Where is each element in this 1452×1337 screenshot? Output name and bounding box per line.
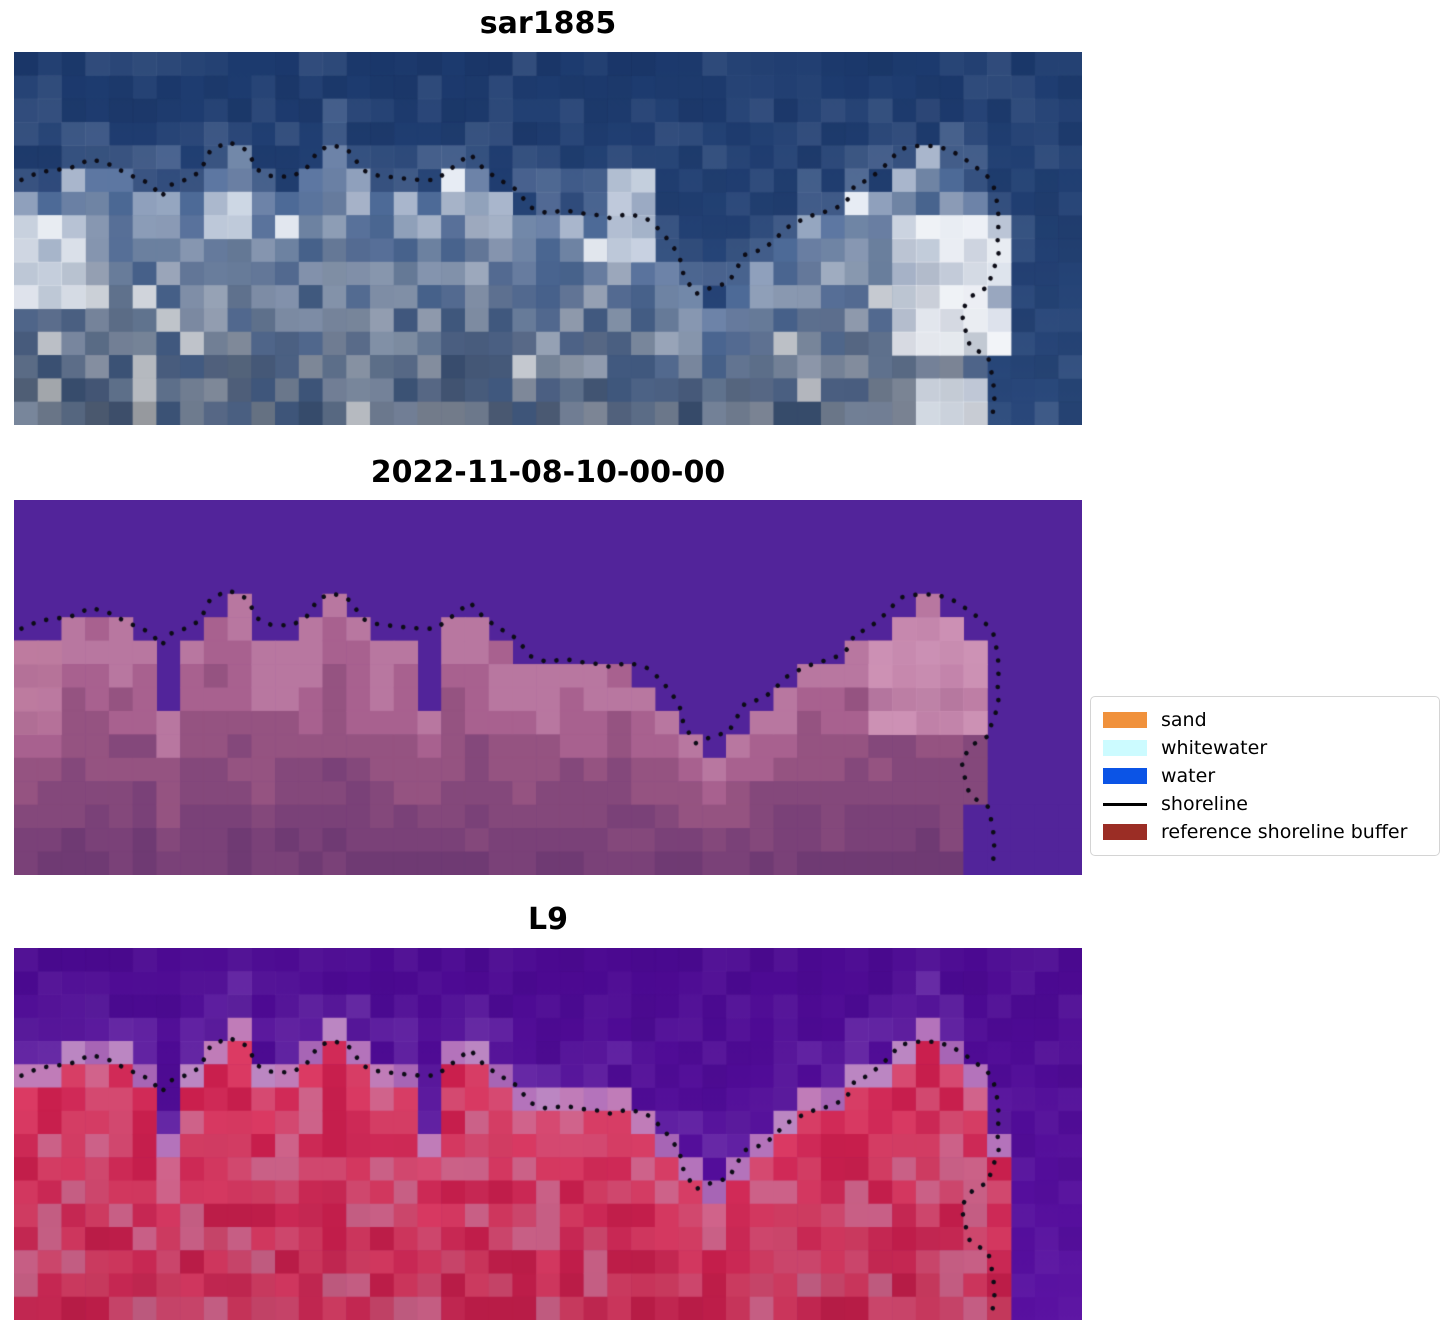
whitewater-swatch [1103, 740, 1147, 756]
classified-image [14, 500, 1082, 875]
legend-item-shoreline: shoreline [1103, 790, 1427, 818]
legend-item-reference-shoreline-buffer: reference shoreline buffer [1103, 818, 1427, 846]
panel-title-sar: sar1885 [479, 6, 617, 41]
panel-title-classified: 2022-11-08-10-00-00 [370, 455, 726, 490]
sand-swatch [1103, 712, 1147, 728]
legend-item-whitewater: whitewater [1103, 734, 1427, 762]
legend-label: whitewater [1161, 737, 1268, 759]
legend-item-sand: sand [1103, 706, 1427, 734]
legend-label: reference shoreline buffer [1161, 821, 1408, 843]
sar-image [14, 52, 1082, 425]
legend-label: shoreline [1161, 793, 1248, 815]
legend-label: sand [1161, 709, 1207, 731]
legend-label: water [1161, 765, 1216, 787]
panel-title-l9: L9 [528, 902, 568, 937]
water-swatch [1103, 768, 1147, 784]
legend-item-water: water [1103, 762, 1427, 790]
legend: sand whitewater water shoreline referenc… [1090, 696, 1440, 856]
shoreline-line-swatch [1103, 802, 1147, 806]
l9-image [14, 948, 1082, 1320]
reference-shoreline-buffer-swatch [1103, 824, 1147, 840]
